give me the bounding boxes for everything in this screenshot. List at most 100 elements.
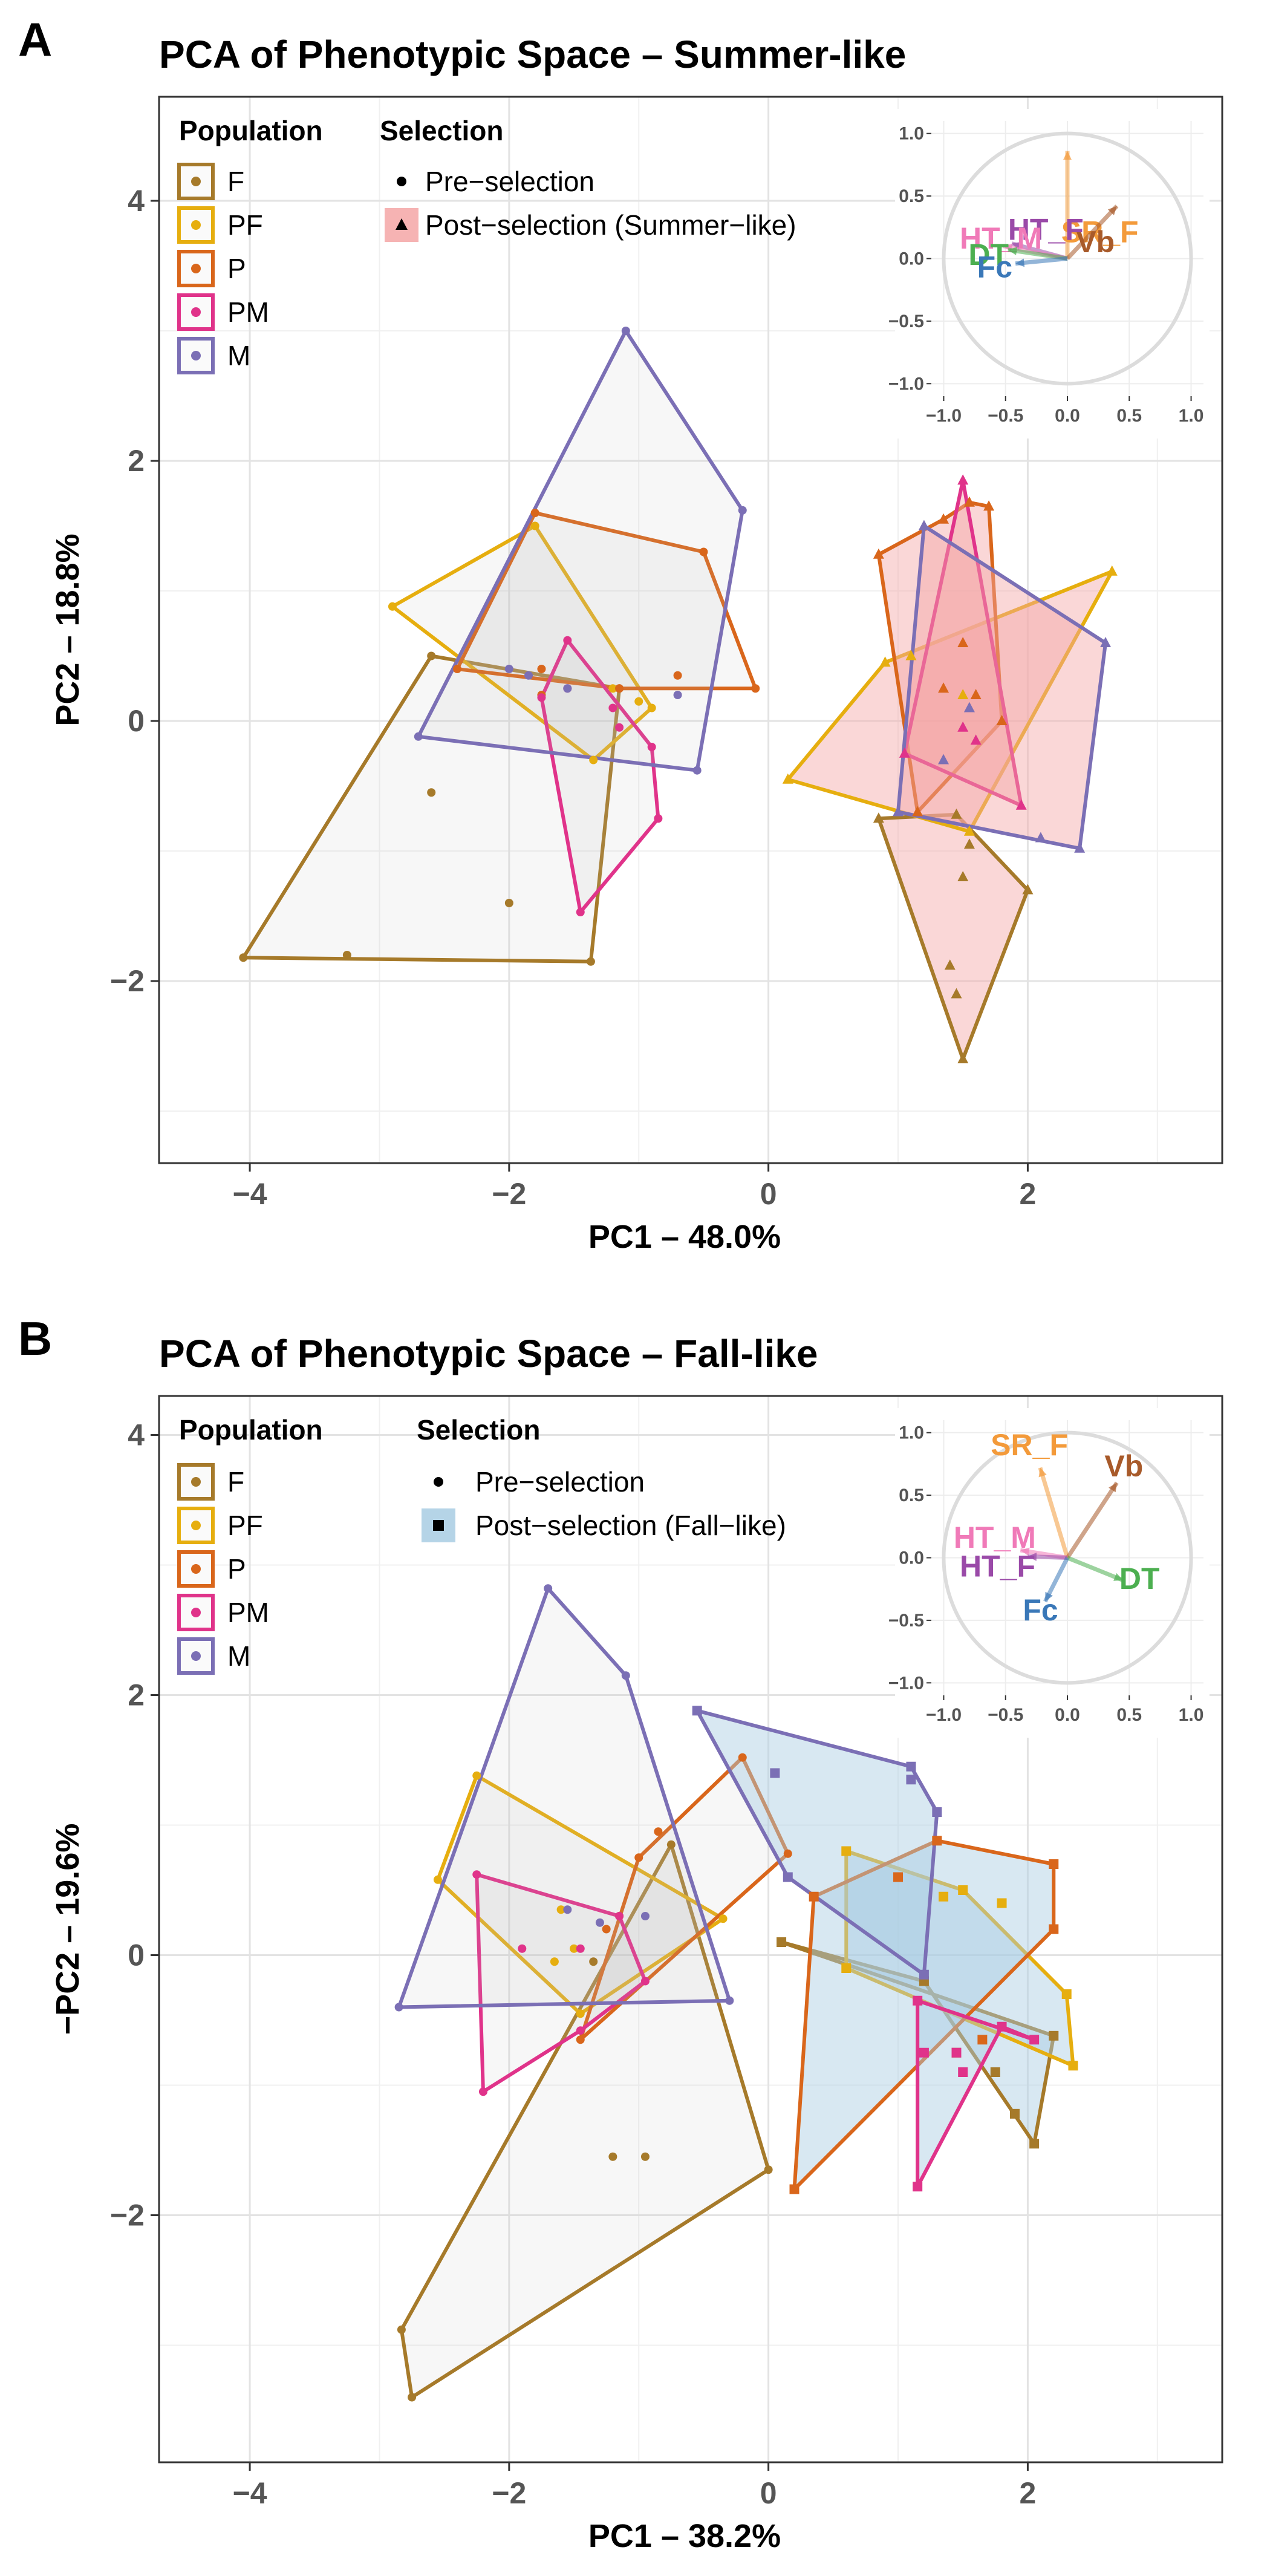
- inset-arrowhead-ht-m: [1020, 1547, 1030, 1556]
- inset-label-sr-f: SR_F: [991, 1428, 1068, 1462]
- pre-hull-vertex-pf: [589, 755, 598, 765]
- pre-point-f: [608, 2152, 617, 2161]
- inset-arrowhead-fc: [1045, 1591, 1053, 1602]
- legend-dot-pm: [191, 1608, 201, 1617]
- pre-point-p: [654, 1827, 663, 1836]
- post-hull-vertex-pf: [841, 1963, 852, 1973]
- post-hull-vertex-pf: [963, 825, 975, 836]
- post-hull-vertex-m: [783, 1872, 793, 1882]
- post-hull-vertex-pm: [1029, 2035, 1040, 2045]
- legend-population-title: Population: [179, 1414, 323, 1446]
- post-hull-vertex-p: [996, 715, 1008, 725]
- pre-hull-vertex-pf: [530, 521, 539, 530]
- post-hull-vertex-f: [1049, 2030, 1059, 2041]
- pre-hull-pm: [539, 638, 660, 915]
- post-hull-vertex-p: [789, 2184, 799, 2194]
- post-point-m: [1035, 832, 1046, 843]
- post-hull-vertex-m: [906, 1761, 916, 1772]
- pre-hull-vertex-pm: [615, 1912, 624, 1920]
- legend-post-marker: [433, 1520, 444, 1531]
- pre-point-pf: [550, 1957, 559, 1966]
- pre-hull-vertex-m: [725, 1996, 734, 2005]
- post-hull-vertex-f: [873, 812, 884, 823]
- pre-point-f: [342, 951, 351, 959]
- post-point-p: [938, 682, 949, 693]
- post-hull-vertex-m: [919, 1969, 929, 1980]
- pre-point-f: [640, 2152, 650, 2161]
- post-hull-vertex-f: [1029, 2139, 1040, 2149]
- inset-vector-vb: [1066, 1481, 1119, 1559]
- pre-hull-vertex-pm: [478, 2087, 487, 2096]
- legend-post-label: Post−selection (Fall−like): [475, 1510, 786, 1541]
- inset-unit-circle: [942, 131, 1193, 386]
- pre-hull-vertex-f: [408, 2393, 417, 2402]
- inset-y-tick-label: −1.0: [888, 374, 924, 394]
- inset-vector-sr-f: [1038, 1467, 1070, 1559]
- pre-hull-vertex-m: [738, 506, 747, 515]
- inset-x-tick-label: −1.0: [926, 1705, 962, 1725]
- pre-point-m: [563, 1905, 572, 1914]
- inset-arrowhead-dt: [1008, 247, 1018, 256]
- x-axis-title: PC1 – 38.2%: [588, 2518, 781, 2554]
- inset-vector-dt: [1066, 1556, 1124, 1582]
- post-hull-pf: [844, 1849, 1075, 2068]
- post-point-pm: [919, 2047, 929, 2058]
- pre-point-pm: [608, 703, 617, 712]
- pre-hull-vertex-pm: [647, 743, 656, 751]
- inset-label-dt: DT: [1119, 1562, 1160, 1596]
- pre-point-p: [602, 1925, 611, 1934]
- x-tick-label: 0: [760, 1177, 777, 1211]
- x-tick-label: −2: [492, 2476, 526, 2510]
- inset-label-ht-f: HT_F: [960, 1550, 1035, 1583]
- pre-hull-vertex-f: [586, 957, 595, 966]
- legend-pre-marker: [397, 177, 406, 186]
- inset-vector-dt: [1008, 247, 1068, 261]
- legend-post-label: Post−selection (Summer−like): [425, 209, 796, 241]
- post-hull-vertex-f: [957, 1053, 969, 1063]
- inset-label-sr-f: SR_F: [1061, 215, 1139, 249]
- pre-point-pm: [576, 1944, 585, 1953]
- legend-label-m: M: [227, 1640, 250, 1672]
- pre-hull-p: [455, 511, 758, 691]
- legend-pre-marker: [434, 1477, 443, 1487]
- chart-title: PCA of Phenotypic Space – Summer-like: [159, 33, 906, 76]
- pre-hull-vertex-m: [621, 327, 630, 335]
- pre-point-m: [673, 691, 682, 699]
- pre-hull-vertex-p: [738, 1753, 747, 1762]
- panel-b: B PCA of Phenotypic Space – Fall-like −4 −2…: [18, 1312, 1223, 2554]
- y-axis-title: PC2 – 18.8%: [50, 533, 86, 726]
- inset-label-ht-m: HT_M: [960, 221, 1042, 255]
- post-hull-vertex-p: [1049, 1859, 1059, 1869]
- pre-point-m: [595, 1918, 604, 1927]
- pre-point-pf: [608, 684, 617, 693]
- post-hull-vertex-m: [1100, 637, 1112, 647]
- post-hull-vertex-p: [983, 500, 995, 511]
- legend-label-f: F: [227, 166, 244, 197]
- inset-label-fc: Fc: [977, 250, 1012, 284]
- pre-hull-vertex-pf: [388, 602, 397, 611]
- pre-hull-vertex-p: [699, 547, 708, 556]
- inset-label-vb: Vb: [1076, 225, 1115, 259]
- post-point-pf: [997, 1898, 1007, 1908]
- post-hull-vertex-p: [912, 806, 923, 817]
- inset-loadings: −1.0−1.0 −0.5 −0.5 0.0 0.0 0.5 0.5 1.0 1.0 SR_FVb…: [888, 109, 1210, 439]
- post-hull-vertex-pf: [1106, 565, 1118, 576]
- pre-hull-vertex-pf: [433, 1875, 442, 1884]
- post-point-p: [957, 637, 969, 647]
- post-point-f: [957, 871, 969, 881]
- x-tick-label: 2: [1020, 1177, 1037, 1211]
- post-point-m: [938, 754, 949, 765]
- pre-hull-vertex-pm: [576, 2026, 585, 2035]
- pre-hull-vertex-m: [692, 766, 702, 775]
- pre-point-m: [563, 684, 572, 693]
- inset-x-tick-label: 0.0: [1055, 1705, 1080, 1725]
- post-hull-vertex-pm: [997, 2021, 1007, 2032]
- y-axis-title: −PC2 – 19.6%: [50, 1824, 86, 2035]
- legend-label-m: M: [227, 340, 250, 371]
- y-tick-label: 4: [128, 184, 145, 218]
- post-hull-vertex-p: [963, 496, 975, 507]
- post-hull-vertex-pm: [913, 1995, 923, 2006]
- post-hull-vertex-pf: [1068, 2061, 1078, 2071]
- pre-point-pf: [570, 1944, 579, 1953]
